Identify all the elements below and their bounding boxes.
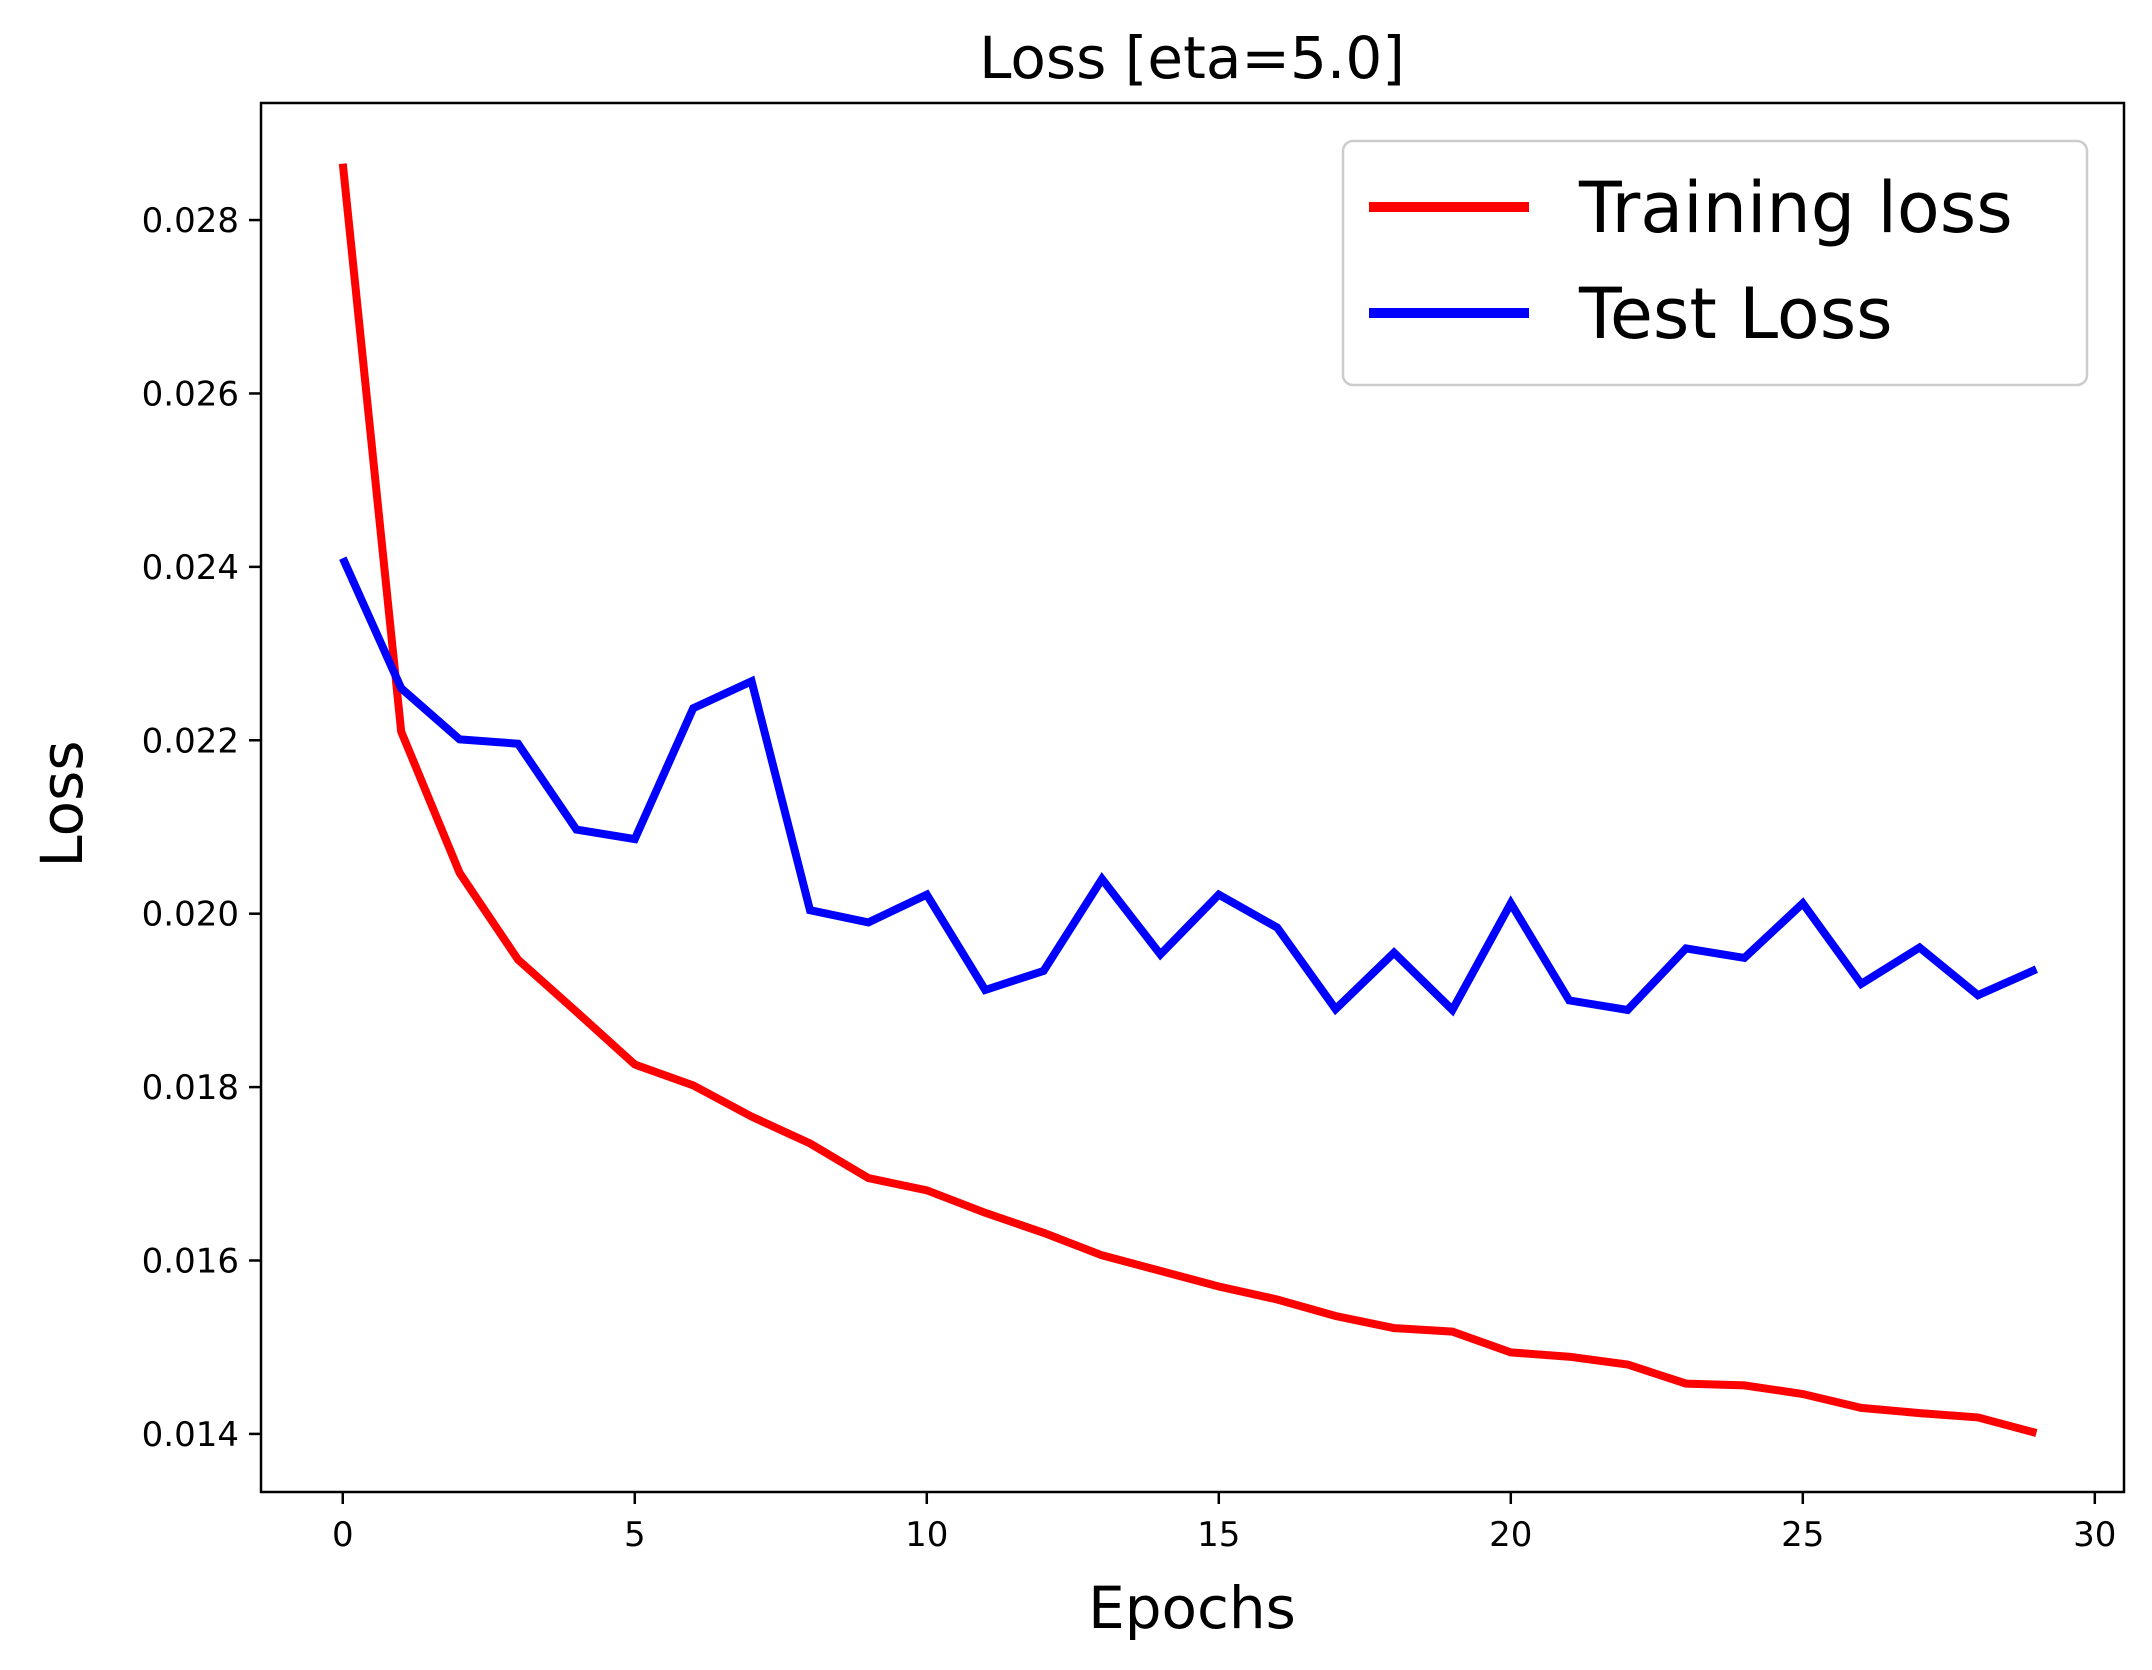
series-line-training-loss bbox=[338, 163, 2038, 1437]
y-tick-label: 0.022 bbox=[142, 721, 239, 761]
y-axis-label: Loss bbox=[28, 740, 96, 867]
y-tick-label: 0.024 bbox=[142, 548, 239, 588]
x-tick-label: 5 bbox=[624, 1515, 646, 1555]
legend: Training loss Test Loss bbox=[1341, 139, 2089, 387]
y-tick-label: 0.020 bbox=[142, 895, 239, 935]
y-axis-ticks: 0.014 0.016 0.018 0.020 0.022 0.024 0.026 0.028 bbox=[142, 201, 261, 1455]
x-axis-label: Epochs bbox=[1088, 1574, 1296, 1642]
y-tick-label: 0.016 bbox=[142, 1242, 239, 1282]
axes-frame bbox=[259, 101, 2126, 1494]
x-axis-ticks: 0 5 10 15 20 25 30 bbox=[332, 1492, 2116, 1555]
x-tick-label: 0 bbox=[332, 1515, 354, 1555]
y-tick-label: 0.018 bbox=[142, 1068, 239, 1108]
x-tick-label: 25 bbox=[1781, 1515, 1824, 1555]
x-tick-label: 30 bbox=[2073, 1515, 2116, 1555]
legend-label-training-loss: Training loss bbox=[1578, 167, 2013, 249]
chart-title: Loss [eta=5.0] bbox=[979, 24, 1405, 92]
x-tick-label: 20 bbox=[1489, 1515, 1532, 1555]
y-tick-label: 0.014 bbox=[142, 1415, 239, 1455]
series-line-test-loss bbox=[339, 556, 2039, 1017]
legend-label-test-loss: Test Loss bbox=[1578, 273, 1893, 355]
plot-area bbox=[259, 101, 2126, 1494]
y-tick-label: 0.028 bbox=[142, 201, 239, 241]
y-tick-label: 0.026 bbox=[142, 374, 239, 414]
x-tick-label: 10 bbox=[905, 1515, 948, 1555]
x-tick-label: 15 bbox=[1197, 1515, 1240, 1555]
